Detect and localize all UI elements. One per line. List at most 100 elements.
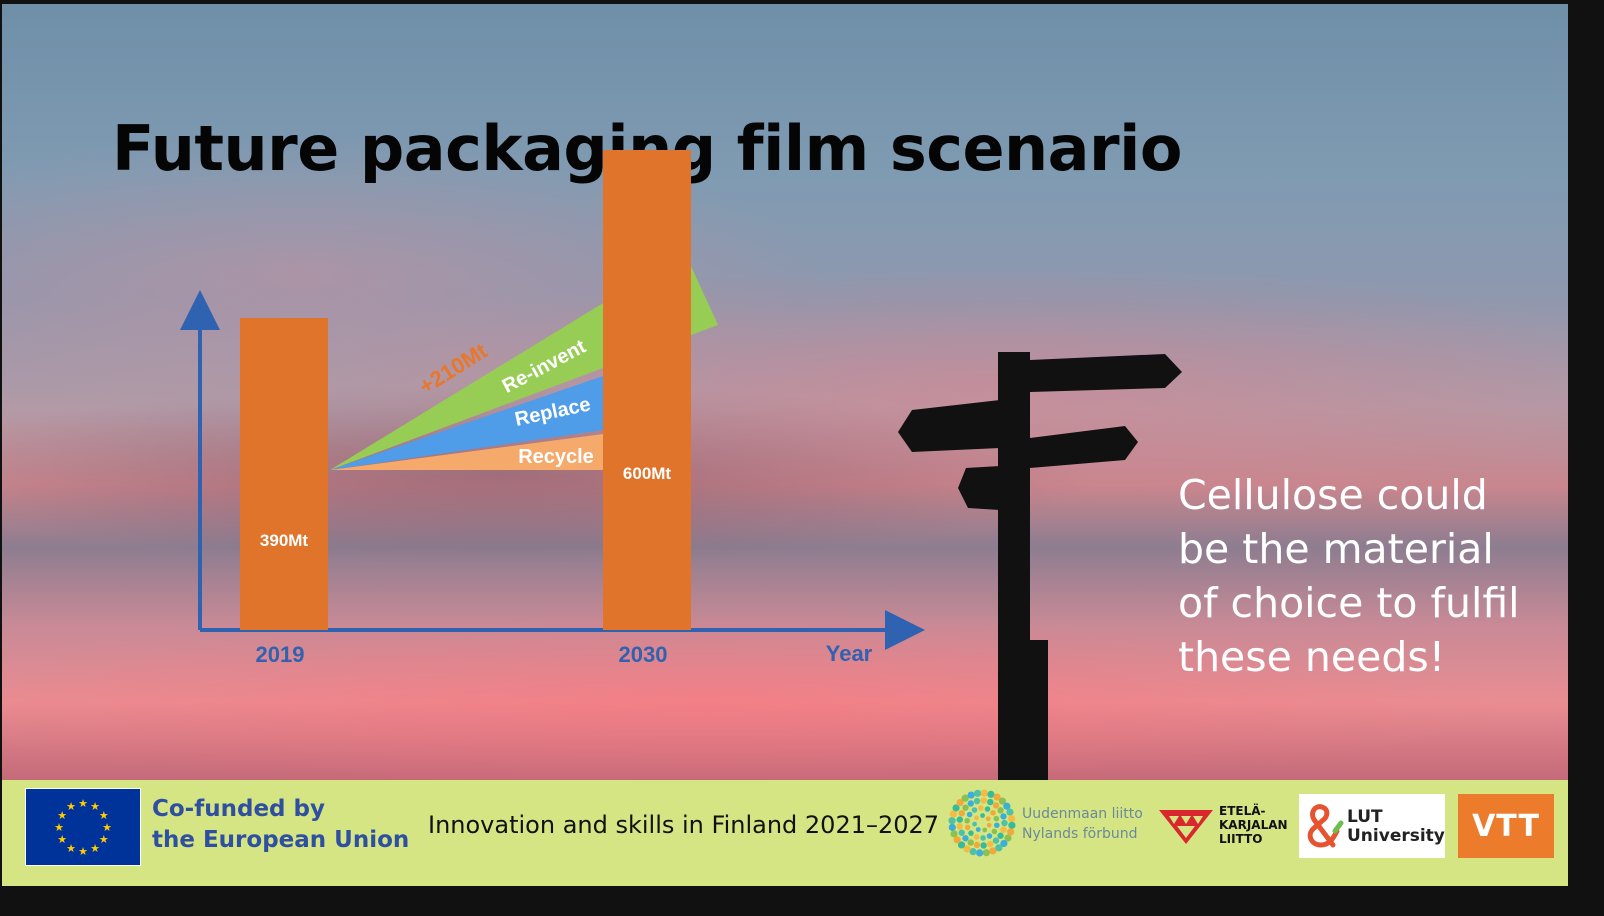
uusimaa-dot	[961, 794, 969, 802]
uusimaa-dot	[986, 833, 993, 839]
caption-text: Cellulose could be the material of choic…	[1178, 471, 1520, 681]
uusimaa-dot	[993, 815, 1000, 822]
uusimaa-dot	[980, 842, 987, 849]
uusimaa-dot	[1001, 819, 1008, 827]
lut-ampersand-icon	[1307, 804, 1344, 848]
uusimaa-dot	[964, 817, 970, 824]
uusimaa-dot	[980, 789, 988, 797]
uusimaa-dot	[987, 798, 994, 806]
etela-karjala-logo-icon	[1159, 810, 1213, 844]
signpost-silhouette	[0, 0, 1200, 780]
vtt-logo-text: VTT	[1472, 808, 1540, 844]
uusimaa-dot	[978, 805, 984, 811]
uusimaa-dot	[992, 837, 1000, 844]
footer-bar: ★ ★ ★ ★ ★ ★ ★ ★ ★ ★ ★ ★ Co-funded by the European U…	[2, 780, 1568, 886]
uusimaa-dot	[956, 798, 964, 807]
lut-logo-text: LUT University	[1347, 808, 1445, 846]
uusimaa-dot	[973, 834, 980, 840]
bar-label-2019: 390Mt	[260, 531, 309, 550]
eu-star: ★	[90, 801, 100, 813]
uusimaa-dot	[956, 816, 963, 823]
bar-label-2030: 600Mt	[623, 464, 672, 483]
eu-flag-icon: ★ ★ ★ ★ ★ ★ ★ ★ ★ ★ ★ ★	[25, 788, 141, 866]
eu-star: ★	[99, 834, 109, 846]
uusimaa-dot	[958, 829, 965, 836]
uusimaa-line1: Uudenmaan liitto	[1022, 806, 1143, 822]
vtt-logo: VTT	[1458, 794, 1554, 858]
uusimaa-dot	[984, 806, 991, 812]
uusimaa-dot	[997, 832, 1004, 839]
packaging-film-chart: 390Mt 600Mt Recycle Replace Re-invent +2…	[180, 150, 925, 667]
lut-line2: University	[1347, 826, 1445, 846]
uusimaa-dot	[972, 821, 977, 827]
uusimaa-dot	[995, 844, 1003, 852]
uusimaa-dot	[980, 813, 985, 818]
eu-text-line2: the European Union	[152, 827, 410, 853]
bar-2030	[603, 150, 691, 630]
eu-star: ★	[57, 834, 67, 846]
uusimaa-dot	[976, 849, 984, 857]
uusimaa-dot	[953, 836, 961, 844]
uusimaa-dot	[998, 797, 1007, 805]
uusimaa-dot	[958, 809, 965, 817]
uusimaa-line2: Nylands förbund	[1022, 826, 1138, 842]
eu-star: ★	[90, 843, 100, 855]
eu-star: ★	[78, 798, 88, 810]
uusimaa-dot	[982, 827, 988, 833]
uusimaa-dot	[950, 830, 958, 838]
eu-star: ★	[66, 843, 76, 855]
uusimaa-dot	[952, 804, 960, 812]
uusimaa-dot	[987, 790, 995, 798]
uusimaa-dot	[964, 824, 971, 831]
uusimaa-dot	[990, 810, 996, 816]
uusimaa-dot	[1000, 813, 1007, 820]
uusimaa-dot	[974, 815, 979, 821]
uusimaa-dot	[991, 828, 998, 835]
eu-cofunded-text: Co-funded by the European Union	[152, 794, 409, 856]
uusimaa-dot	[986, 840, 994, 848]
uusimaa-dot	[962, 804, 969, 811]
etela-karjala-logo-text: ETELÄ- KARJALAN LIITTO	[1219, 804, 1288, 846]
uusimaa-dot	[956, 823, 963, 830]
uusimaa-dot	[982, 849, 990, 857]
eu-star: ★	[99, 810, 109, 822]
uusimaa-dot	[980, 797, 987, 804]
uusimaa-dot	[1000, 839, 1008, 848]
ek-line1: ETELÄ-	[1219, 804, 1266, 818]
uusimaa-dot	[994, 822, 1000, 829]
uusimaa-dot	[1006, 808, 1014, 816]
eu-star: ★	[54, 822, 64, 834]
program-text: Innovation and skills in Finland 2021–20…	[428, 811, 940, 839]
uusimaa-dot	[986, 822, 992, 828]
x-axis-title: Year	[826, 641, 873, 666]
uusimaa-dot	[1003, 802, 1011, 810]
uusimaa-dot	[962, 835, 969, 842]
uusimaa-dot	[985, 816, 991, 822]
eu-text-line1: Co-funded by	[152, 796, 325, 822]
uusimaa-dot	[963, 845, 971, 853]
uusimaa-dot	[1008, 815, 1016, 823]
segment-label-recycle: Recycle	[518, 446, 594, 468]
uusimaa-dot	[1004, 834, 1012, 842]
uusimaa-logo-icon	[948, 789, 1016, 857]
eu-star: ★	[57, 810, 67, 822]
lut-university-logo: LUT University	[1299, 794, 1445, 858]
uusimaa-dot	[980, 835, 986, 841]
eu-star: ★	[78, 846, 88, 858]
uusimaa-dot	[993, 793, 1001, 801]
uusimaa-dot	[973, 797, 981, 805]
uusimaa-dot	[971, 807, 978, 813]
uusimaa-dot	[974, 789, 982, 797]
uusimaa-dot	[969, 848, 977, 856]
uusimaa-dot	[957, 841, 966, 849]
uusimaa-dot	[989, 847, 997, 855]
uusimaa-dot	[992, 802, 1000, 809]
uusimaa-dot	[967, 791, 975, 799]
lut-line1: LUT	[1347, 807, 1383, 827]
uusimaa-dot	[973, 841, 981, 849]
uusimaa-dot	[975, 827, 981, 832]
ek-line3: LIITTO	[1219, 832, 1263, 846]
growth-wedge-replace	[330, 376, 603, 470]
eu-star: ★	[66, 801, 76, 813]
